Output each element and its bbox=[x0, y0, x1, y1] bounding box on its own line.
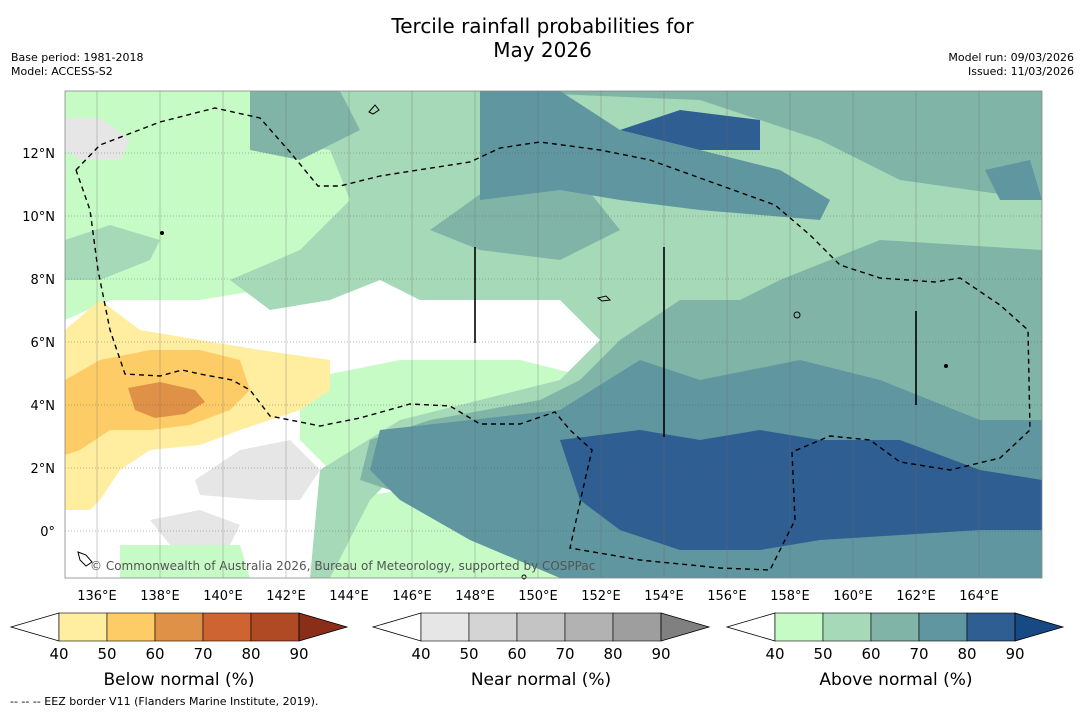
colorbar-below-normal: 40 50 60 70 80 90 bbox=[9, 612, 349, 663]
lon-labels: 136°E 138°E 140°E 142°E 144°E 146°E 148°… bbox=[77, 589, 999, 604]
colorbar-segment bbox=[154, 612, 204, 642]
probability-field bbox=[65, 91, 1042, 578]
model-run: Model run: 09/03/2026 bbox=[948, 51, 1074, 64]
above-80-region bbox=[560, 110, 1042, 550]
base-period: Base period: 1981-2018 bbox=[11, 51, 144, 64]
colorbar-segment bbox=[966, 612, 1016, 642]
lon-label: 158°E bbox=[770, 589, 810, 604]
colorbar-tick-label: 80 bbox=[241, 645, 260, 663]
lat-label: 8°N bbox=[31, 273, 56, 288]
colorbar-near-normal: 40 50 60 70 80 90 bbox=[371, 612, 711, 663]
colorbar-segment bbox=[918, 612, 968, 642]
colorbar-over-triangle bbox=[298, 612, 349, 642]
island-yap bbox=[160, 231, 164, 235]
colorbar-segment bbox=[822, 612, 872, 642]
model-name: Model: ACCESS-S2 bbox=[11, 65, 113, 78]
lon-label: 162°E bbox=[896, 589, 936, 604]
lon-label: 136°E bbox=[77, 589, 117, 604]
below-60-region bbox=[128, 382, 205, 418]
colorbar-segment bbox=[58, 612, 108, 642]
colorbar-tick-label: 80 bbox=[957, 645, 976, 663]
lon-label: 148°E bbox=[455, 589, 495, 604]
island-chuuk bbox=[596, 295, 612, 302]
colorbar-tick-label: 90 bbox=[651, 645, 670, 663]
lon-label: 156°E bbox=[707, 589, 747, 604]
colorbar-tick-label: 70 bbox=[193, 645, 212, 663]
colorbar-tick-label: 70 bbox=[909, 645, 928, 663]
lon-label: 160°E bbox=[833, 589, 873, 604]
colorbar-segment bbox=[516, 612, 566, 642]
island-png-north bbox=[77, 551, 93, 567]
colorbar-segment bbox=[612, 612, 662, 642]
colorbar-segment bbox=[774, 612, 824, 642]
colorbar-title-near: Near normal (%) bbox=[471, 670, 611, 690]
colorbar-tick-label: 90 bbox=[289, 645, 308, 663]
colorbar-tick-label: 50 bbox=[97, 645, 116, 663]
lon-label: 144°E bbox=[329, 589, 369, 604]
colorbar-segment bbox=[870, 612, 920, 642]
eez-border-palau-fsm-west bbox=[75, 107, 1031, 571]
colorbar-title-below: Below normal (%) bbox=[104, 670, 255, 690]
gridlines bbox=[65, 152, 1042, 532]
lat-label: 4°N bbox=[31, 399, 56, 414]
islands bbox=[77, 104, 948, 580]
map-frame bbox=[64, 90, 1043, 579]
lat-labels: 12°N 10°N 8°N 6°N 4°N 2°N 0° bbox=[22, 147, 55, 540]
lon-label: 138°E bbox=[140, 589, 180, 604]
lat-label: 6°N bbox=[31, 336, 56, 351]
colorbar-tick-label: 60 bbox=[507, 645, 526, 663]
lat-label: 12°N bbox=[22, 147, 55, 162]
lon-label: 140°E bbox=[203, 589, 243, 604]
issued-date: Issued: 11/03/2026 bbox=[967, 65, 1074, 78]
colorbar-tick-label: 40 bbox=[49, 645, 68, 663]
colorbar-tick-label: 50 bbox=[813, 645, 832, 663]
lat-label: 0° bbox=[40, 525, 55, 540]
lon-label: 142°E bbox=[266, 589, 306, 604]
colorbar-over-triangle bbox=[1014, 612, 1065, 642]
colorbar-segment bbox=[202, 612, 252, 642]
colorbar-under-triangle bbox=[9, 612, 60, 642]
colorbar-tick-label: 50 bbox=[459, 645, 478, 663]
colorbar-tick-label: 60 bbox=[145, 645, 164, 663]
colorbar-segment bbox=[564, 612, 614, 642]
lon-label: 146°E bbox=[392, 589, 432, 604]
eez-footer-note: -- -- -- EEZ border V11 (Flanders Marine… bbox=[10, 695, 319, 708]
lon-label: 150°E bbox=[518, 589, 558, 604]
map-title: Tercile rainfall probabilities for May 2… bbox=[0, 14, 1085, 62]
colorbar-title-above: Above normal (%) bbox=[819, 670, 972, 690]
title-line-2: May 2026 bbox=[493, 38, 592, 62]
above-40-region bbox=[65, 91, 640, 578]
colorbar-above-normal: 40 50 60 70 80 90 bbox=[725, 612, 1065, 663]
lat-label: 10°N bbox=[22, 210, 55, 225]
island-south bbox=[521, 574, 527, 580]
lon-label: 152°E bbox=[581, 589, 621, 604]
eez-borders bbox=[75, 107, 1031, 571]
colorbar-segment bbox=[420, 612, 470, 642]
colorbar-under-triangle bbox=[371, 612, 422, 642]
colorbar-segment bbox=[250, 612, 300, 642]
colorbar-over-triangle bbox=[660, 612, 711, 642]
lon-label: 154°E bbox=[644, 589, 684, 604]
colorbar-under-triangle bbox=[725, 612, 776, 642]
colorbar-tick-label: 70 bbox=[555, 645, 574, 663]
colorbar-tick-label: 40 bbox=[765, 645, 784, 663]
lat-label: 2°N bbox=[31, 462, 56, 477]
copyright-text: © Commonwealth of Australia 2026, Bureau… bbox=[90, 559, 595, 573]
island-guam bbox=[368, 104, 380, 115]
title-line-1: Tercile rainfall probabilities for bbox=[391, 14, 694, 38]
colorbar-segment bbox=[468, 612, 518, 642]
island-pohnpei bbox=[793, 311, 801, 319]
colorbar-tick-label: 80 bbox=[603, 645, 622, 663]
colorbar-segment bbox=[106, 612, 156, 642]
island-lines bbox=[474, 247, 917, 437]
colorbar-tick-label: 40 bbox=[411, 645, 430, 663]
colorbar-tick-label: 90 bbox=[1005, 645, 1024, 663]
colorbar-tick-label: 60 bbox=[861, 645, 880, 663]
meta-right: Model run: 09/03/2026 Issued: 11/03/2026 bbox=[948, 51, 1074, 79]
island-kosrae bbox=[944, 364, 948, 368]
meta-left: Base period: 1981-2018 Model: ACCESS-S2 bbox=[11, 51, 143, 79]
lon-label: 164°E bbox=[959, 589, 999, 604]
